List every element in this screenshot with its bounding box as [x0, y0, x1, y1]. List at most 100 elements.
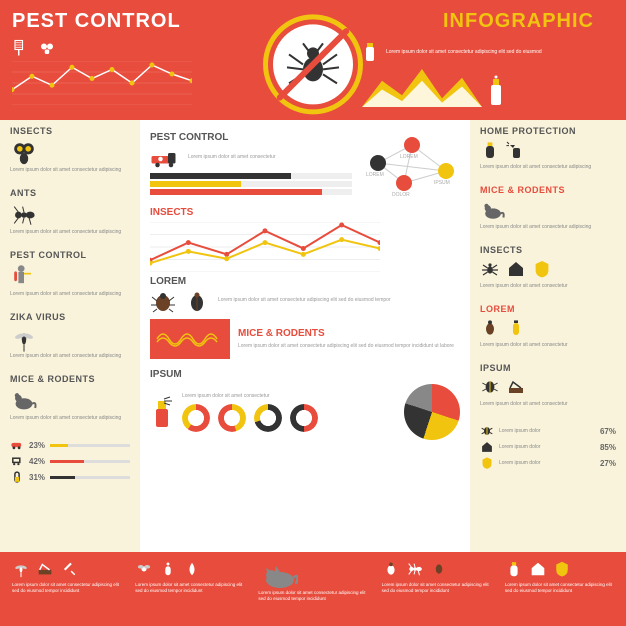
- center-pest-text: Lorem ipsum dolor sit amet consectetur: [188, 154, 276, 161]
- shield-icon: [532, 259, 552, 279]
- left-section-4: MICE & RODENTS Lorem ipsum dolor sit ame…: [0, 368, 140, 430]
- diagram-node-0: [370, 155, 386, 171]
- section-title: IPSUM: [480, 363, 616, 373]
- section-text: Lorem ipsum dolor sit amet consectetur: [480, 342, 616, 349]
- spray-can-icon: [505, 560, 523, 578]
- right-section-0: HOME PROTECTION Lorem ipsum dolor sit am…: [470, 120, 626, 179]
- spray-bottle-icon: [150, 395, 174, 429]
- right-stats: Lorem ipsum dolor 67% Lorem ipsum dolor …: [470, 416, 626, 480]
- diagram-label-1: LOREM: [400, 154, 418, 160]
- beetle-icon: [184, 291, 210, 313]
- right-section-4: IPSUM Lorem ipsum dolor sit amet consect…: [470, 357, 626, 416]
- section-text: Lorem ipsum dolor sit amet consectetur a…: [10, 229, 130, 236]
- section-title: ANTS: [10, 188, 130, 198]
- left-section-1: ANTS Lorem ipsum dolor sit amet consecte…: [0, 182, 140, 244]
- center-mice-text: Lorem ipsum dolor sit amet consectetur a…: [238, 343, 460, 350]
- section-text: Lorem ipsum dolor sit amet consectetur: [480, 401, 616, 408]
- header-icon-row: [12, 39, 228, 57]
- diagram-node-3: [396, 175, 412, 191]
- stat-row-1: 42%: [10, 454, 130, 468]
- no-pest-badge: [258, 9, 368, 119]
- cockroach-icon: [150, 291, 176, 313]
- footer-col-2: Lorem ipsum dolor sit amet consectetur a…: [258, 560, 367, 618]
- hand-spray-icon: [506, 140, 526, 160]
- header-area-chart: [362, 69, 482, 107]
- donut-1: [218, 404, 246, 432]
- section-title: MICE & RODENTS: [10, 374, 130, 384]
- center-mice-title: MICE & RODENTS: [238, 328, 460, 339]
- footer-text: Lorem ipsum dolor sit amet consectetur a…: [135, 582, 244, 595]
- progress-bar: [150, 189, 352, 195]
- stat-row-2: 31%: [10, 470, 130, 484]
- beetle-icon: [382, 560, 400, 578]
- section-title: PEST CONTROL: [10, 250, 130, 260]
- house-icon: [506, 259, 526, 279]
- section-title: INSECTS: [10, 126, 130, 136]
- section-title: ZIKA VIRUS: [10, 312, 130, 322]
- section-title: LOREM: [480, 304, 616, 314]
- left-stats: 23% 42% 31%: [0, 430, 140, 494]
- body: INSECTS Lorem ipsum dolor sit amet conse…: [0, 120, 626, 552]
- footer: Lorem ipsum dolor sit amet consectetur a…: [0, 552, 626, 626]
- ant-icon: [10, 201, 130, 229]
- van-icon: [150, 147, 180, 171]
- bottle-icon: [506, 318, 526, 338]
- stat-value: 31%: [29, 473, 45, 482]
- shield-icon: [553, 560, 571, 578]
- right-section-1: MICE & RODENTS Lorem ipsum dolor sit ame…: [470, 179, 626, 239]
- stat-value: 67%: [600, 427, 616, 436]
- donut-row: [182, 404, 396, 432]
- center-lorem-title: LOREM: [150, 276, 460, 287]
- house-icon: [480, 440, 494, 454]
- donut-3: [290, 404, 318, 432]
- mouse-icon: [480, 198, 616, 224]
- header-left: PEST CONTROL: [0, 0, 240, 120]
- right-section-3: LOREM Lorem ipsum dolor sit amet consect…: [470, 298, 626, 357]
- stat-value: 23%: [29, 441, 45, 450]
- center-ipsum-title: IPSUM: [150, 369, 460, 380]
- left-section-2: PEST CONTROL Lorem ipsum dolor sit amet …: [0, 244, 140, 306]
- shield-icon: [480, 456, 494, 470]
- footer-col-1: Lorem ipsum dolor sit amet consectetur a…: [135, 560, 244, 618]
- section-title: INSECTS: [480, 245, 616, 255]
- footer-col-4: Lorem ipsum dolor sit amet consectetur a…: [505, 560, 614, 618]
- van-icon: [10, 438, 24, 452]
- stat-value: 27%: [600, 459, 616, 468]
- tube-icon: [10, 470, 24, 484]
- section-text: Lorem ipsum dolor sit amet consectetur a…: [10, 353, 130, 360]
- stat-value: 85%: [600, 443, 616, 452]
- section-title: MICE & RODENTS: [480, 185, 616, 195]
- center-pest-title: PEST CONTROL: [150, 132, 352, 143]
- donut-0: [182, 404, 210, 432]
- footer-col-3: Lorem ipsum dolor sit amet consectetur a…: [382, 560, 491, 618]
- footer-text: Lorem ipsum dolor sit amet consectetur a…: [12, 582, 121, 595]
- section-text: Lorem ipsum dolor sit amet consectetur: [480, 283, 616, 290]
- fly-icon: [135, 560, 153, 578]
- progress-bar: [150, 181, 352, 187]
- left-column: INSECTS Lorem ipsum dolor sit amet conse…: [0, 120, 140, 552]
- syringe-icon: [60, 560, 78, 578]
- ant-icon: [406, 560, 424, 578]
- roach-icon: [430, 560, 448, 578]
- infographic-page: PEST CONTROL INFOGRAPHIC Lorem ipsum dol…: [0, 0, 626, 626]
- spray-can-icon: [488, 75, 504, 107]
- footer-text: Lorem ipsum dolor sit amet consectetur a…: [382, 582, 491, 595]
- section-text: Lorem ipsum dolor sit amet consectetur a…: [10, 167, 130, 174]
- diagram-label-3: DOLOR: [392, 192, 410, 198]
- swatter-icon: [12, 39, 30, 57]
- stat-value: 42%: [29, 457, 45, 466]
- trap-icon: [506, 377, 526, 397]
- cat-icon: [258, 560, 298, 590]
- header: PEST CONTROL INFOGRAPHIC Lorem ipsum dol…: [0, 0, 626, 120]
- gas-mask-icon: [10, 139, 130, 167]
- section-text: Lorem ipsum dolor sit amet consectetur a…: [480, 164, 616, 171]
- left-section-3: ZIKA VIRUS Lorem ipsum dolor sit amet co…: [0, 306, 140, 368]
- footer-text: Lorem ipsum dolor sit amet consectetur a…: [505, 582, 614, 595]
- center-ipsum-text: Lorem ipsum dolor sit amet consectetur: [182, 393, 396, 400]
- right-section-2: INSECTS Lorem ipsum dolor sit amet conse…: [470, 239, 626, 298]
- diagram-label-2: IPSUM: [434, 180, 450, 186]
- center-lorem-text: Lorem ipsum dolor sit amet consectetur a…: [218, 297, 460, 304]
- center-insects-title: INSECTS: [150, 207, 460, 218]
- section-title: HOME PROTECTION: [480, 126, 616, 136]
- spider-icon: [480, 259, 500, 279]
